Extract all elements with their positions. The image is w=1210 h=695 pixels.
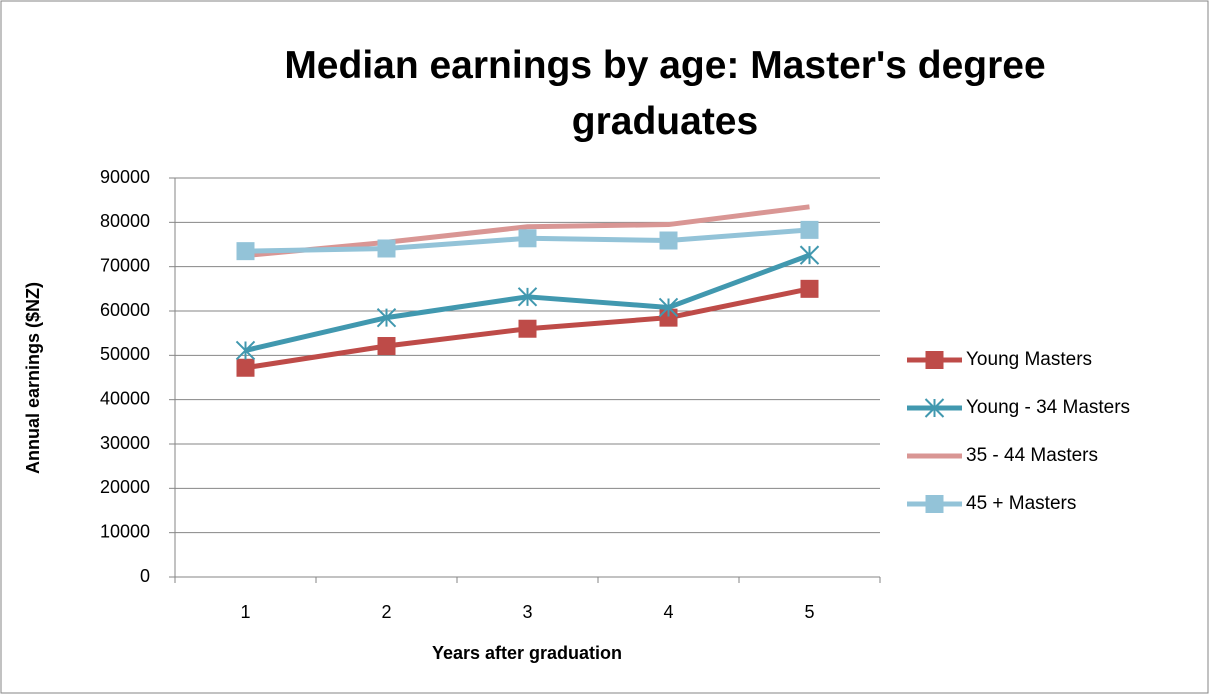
- data-point: [376, 307, 397, 328]
- legend-marker: [925, 495, 944, 513]
- data-point: [800, 279, 819, 298]
- x-tick-label: 1: [240, 602, 250, 622]
- series-line: [245, 204, 810, 259]
- data-point: [799, 245, 820, 265]
- y-tick-label: 30000: [100, 433, 150, 453]
- data-point: [518, 229, 537, 248]
- y-tick-label: 10000: [100, 521, 150, 541]
- y-tick-label: 90000: [100, 167, 150, 187]
- x-tick-label: 3: [522, 602, 532, 622]
- data-point: [659, 231, 678, 250]
- x-tick-label: 4: [663, 602, 673, 622]
- data-point: [518, 319, 537, 338]
- y-tick-label: 80000: [100, 211, 150, 231]
- y-axis-label: Annual earnings ($NZ): [23, 282, 43, 474]
- data-point: [377, 239, 396, 258]
- legend-label: Young - 34 Masters: [966, 397, 1130, 418]
- legend-marker: [925, 351, 944, 369]
- x-tick-label: 5: [804, 602, 814, 622]
- y-tick-label: 40000: [100, 388, 150, 408]
- y-tick-label: 70000: [100, 255, 150, 275]
- x-tick-label: 2: [381, 602, 391, 622]
- data-point: [236, 242, 255, 261]
- y-tick-label: 20000: [100, 477, 150, 497]
- data-point: [658, 297, 679, 318]
- y-tick-label: 0: [140, 566, 150, 586]
- legend-marker: [924, 398, 945, 418]
- y-tick-label: 50000: [100, 344, 150, 364]
- legend-label: 45 + Masters: [966, 493, 1076, 514]
- data-point: [235, 340, 256, 361]
- y-tick-label: 60000: [100, 300, 150, 320]
- data-point: [800, 220, 819, 239]
- data-point: [236, 358, 255, 377]
- legend-label: 35 - 44 Masters: [966, 445, 1098, 466]
- data-point: [377, 337, 396, 356]
- chart-title: Median earnings by age: Master's degree …: [284, 44, 1046, 143]
- legend-label: Young Masters: [966, 349, 1092, 370]
- x-axis-label: Years after graduation: [432, 643, 622, 663]
- data-point: [517, 287, 538, 307]
